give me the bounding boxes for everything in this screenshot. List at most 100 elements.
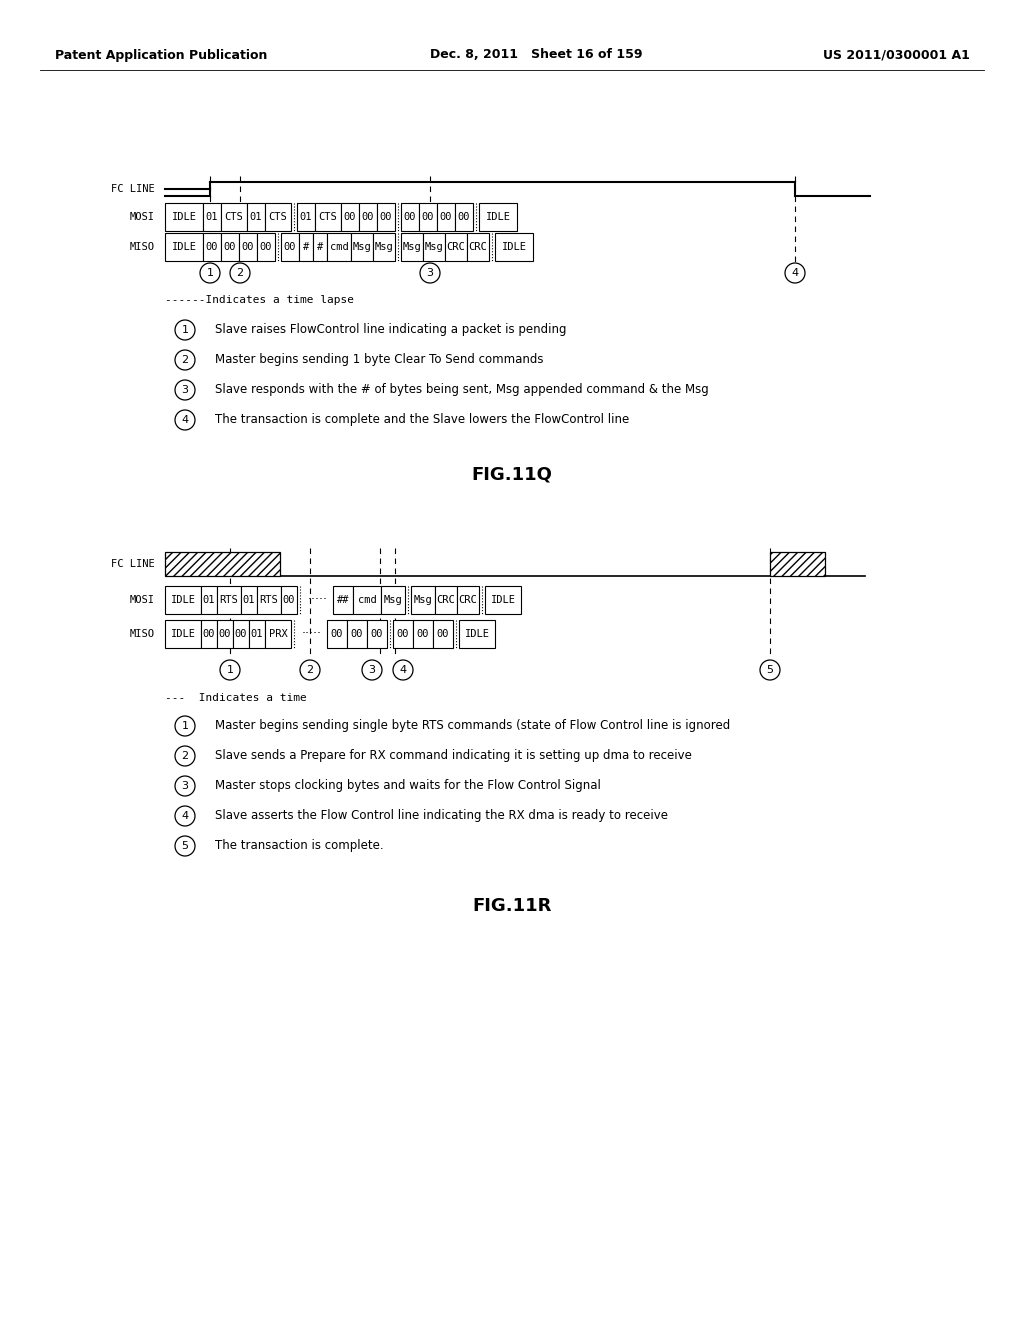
Text: The transaction is complete.: The transaction is complete. (215, 840, 384, 853)
Text: 00: 00 (458, 213, 470, 222)
Bar (201, 620, 217, 648)
Text: 00: 00 (224, 242, 237, 252)
Text: Slave asserts the Flow Control line indicating the RX dma is ready to receive: Slave asserts the Flow Control line indi… (215, 809, 668, 822)
Text: cmd: cmd (357, 595, 377, 605)
Text: MOSI: MOSI (130, 595, 155, 605)
Bar (353, 586, 381, 614)
Text: IDLE: IDLE (502, 242, 526, 252)
Bar (281, 234, 299, 261)
Text: 00: 00 (283, 595, 295, 605)
Bar (203, 234, 221, 261)
Bar (247, 203, 265, 231)
Text: CTS: CTS (318, 213, 337, 222)
Bar (257, 586, 281, 614)
Circle shape (300, 660, 319, 680)
Text: Msg: Msg (375, 242, 393, 252)
Text: CRC: CRC (436, 595, 456, 605)
Circle shape (175, 350, 195, 370)
Circle shape (175, 380, 195, 400)
Text: 2: 2 (237, 268, 244, 279)
Text: 00: 00 (422, 213, 434, 222)
Text: cmd: cmd (330, 242, 348, 252)
Bar (455, 203, 473, 231)
Bar (201, 586, 217, 614)
Text: IDLE: IDLE (171, 213, 197, 222)
Bar (165, 203, 203, 231)
Text: Msg: Msg (352, 242, 372, 252)
Bar (467, 234, 489, 261)
Bar (401, 203, 419, 231)
Bar (265, 203, 291, 231)
Bar (241, 586, 257, 614)
Bar (165, 552, 280, 576)
Text: 00: 00 (361, 213, 374, 222)
Text: Master begins sending 1 byte Clear To Send commands: Master begins sending 1 byte Clear To Se… (215, 354, 544, 367)
Bar (165, 620, 201, 648)
Circle shape (175, 807, 195, 826)
Text: FIG.11Q: FIG.11Q (472, 466, 552, 484)
Bar (249, 620, 265, 648)
Text: 5: 5 (767, 665, 773, 675)
Bar (327, 234, 351, 261)
Bar (359, 203, 377, 231)
Text: 01: 01 (251, 630, 263, 639)
Text: 4: 4 (792, 268, 799, 279)
Bar (217, 620, 233, 648)
Text: IDLE: IDLE (485, 213, 511, 222)
Bar (233, 620, 249, 648)
Bar (401, 234, 423, 261)
Text: ##: ## (337, 595, 349, 605)
Text: IDLE: IDLE (171, 242, 197, 252)
Bar (165, 586, 201, 614)
Text: 2: 2 (181, 355, 188, 366)
Text: 4: 4 (399, 665, 407, 675)
Bar (313, 234, 327, 261)
Text: Slave raises FlowControl line indicating a packet is pending: Slave raises FlowControl line indicating… (215, 323, 566, 337)
Bar (377, 203, 395, 231)
Text: RTS: RTS (219, 595, 239, 605)
Bar (221, 234, 239, 261)
Bar (203, 203, 221, 231)
Text: 3: 3 (369, 665, 376, 675)
Bar (327, 620, 347, 648)
Text: 00: 00 (242, 242, 254, 252)
Text: PRX: PRX (268, 630, 288, 639)
Text: 00: 00 (380, 213, 392, 222)
Text: Dec. 8, 2011   Sheet 16 of 159: Dec. 8, 2011 Sheet 16 of 159 (430, 49, 642, 62)
Text: Slave sends a Prepare for RX command indicating it is setting up dma to receive: Slave sends a Prepare for RX command ind… (215, 750, 692, 763)
Text: 00: 00 (234, 630, 247, 639)
Text: 00: 00 (344, 213, 356, 222)
Circle shape (362, 660, 382, 680)
Text: #: # (316, 242, 324, 252)
Text: 1: 1 (181, 325, 188, 335)
Bar (437, 203, 455, 231)
Text: 00: 00 (203, 630, 215, 639)
Text: ·····: ····· (302, 627, 322, 640)
Text: RTS: RTS (260, 595, 279, 605)
Text: Patent Application Publication: Patent Application Publication (55, 49, 267, 62)
Text: 5: 5 (181, 841, 188, 851)
Circle shape (220, 660, 240, 680)
Text: 01: 01 (250, 213, 262, 222)
Circle shape (175, 411, 195, 430)
Text: IDLE: IDLE (490, 595, 515, 605)
Text: IDLE: IDLE (465, 630, 489, 639)
Text: 00: 00 (417, 630, 429, 639)
Text: 00: 00 (439, 213, 453, 222)
Text: MOSI: MOSI (130, 213, 155, 222)
Bar (299, 234, 313, 261)
Text: 00: 00 (219, 630, 231, 639)
Bar (393, 620, 413, 648)
Text: ---  Indicates a time: --- Indicates a time (165, 693, 307, 704)
Text: 3: 3 (181, 385, 188, 395)
Circle shape (760, 660, 780, 680)
Circle shape (175, 836, 195, 855)
Text: CTS: CTS (268, 213, 288, 222)
Bar (485, 586, 521, 614)
Bar (423, 234, 445, 261)
Text: 00: 00 (351, 630, 364, 639)
Bar (221, 203, 247, 231)
Bar (351, 234, 373, 261)
Text: CRC: CRC (446, 242, 465, 252)
Bar (413, 620, 433, 648)
